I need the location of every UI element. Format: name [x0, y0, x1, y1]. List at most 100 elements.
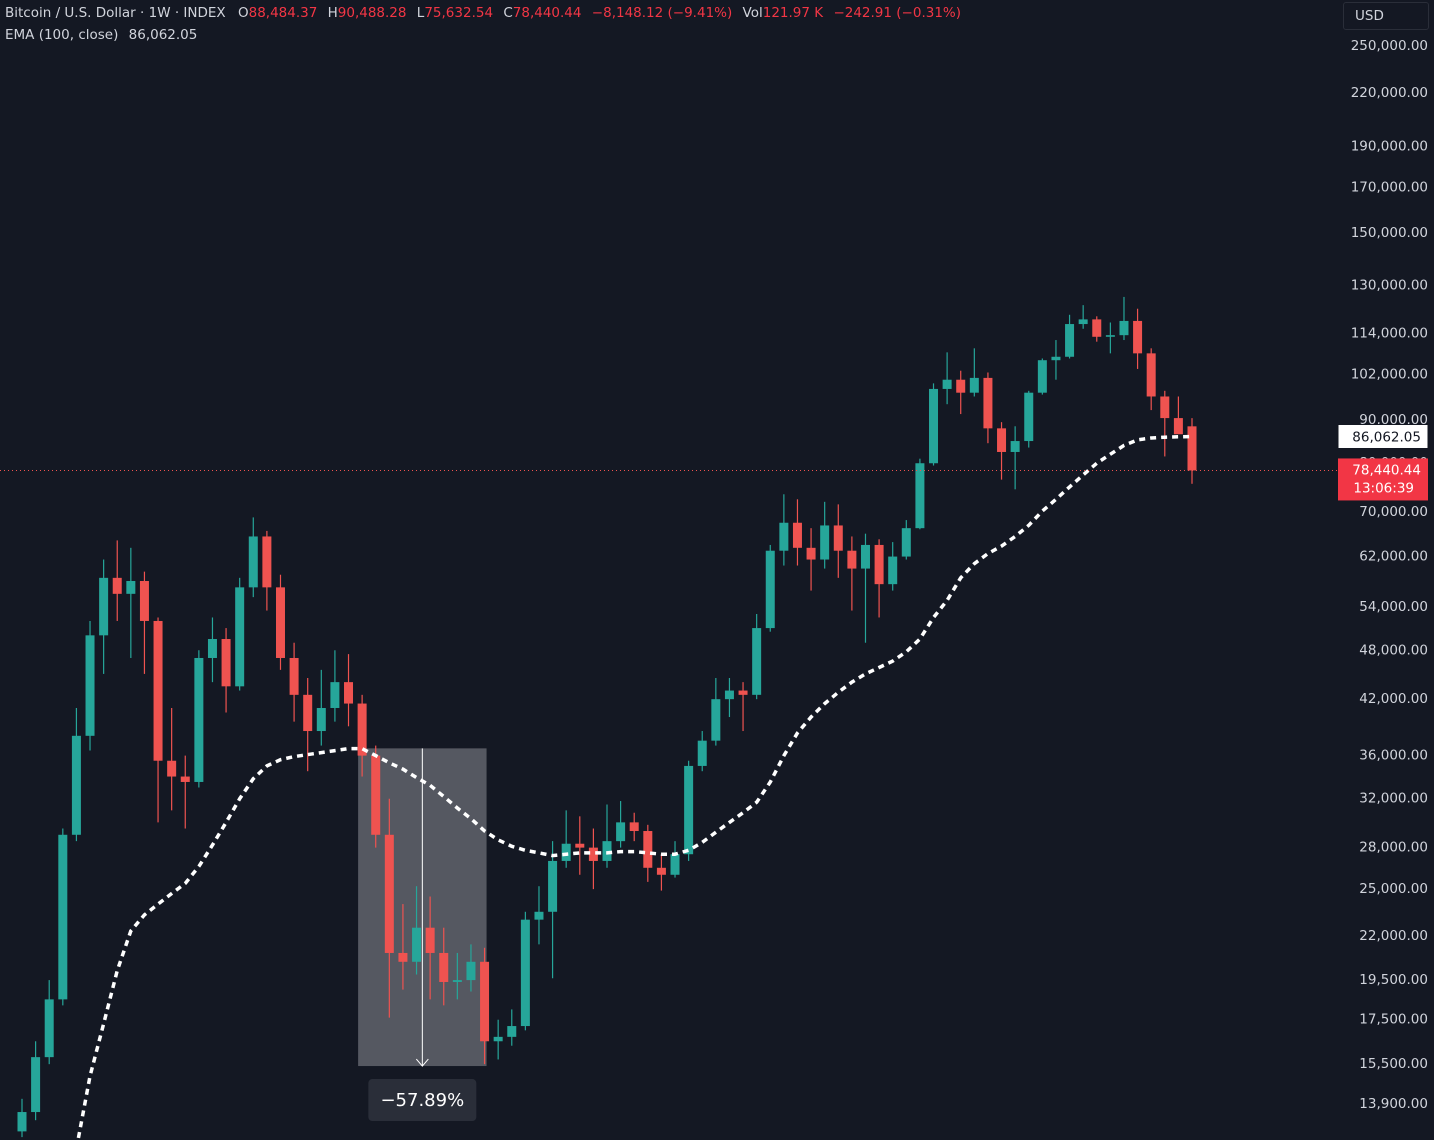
candle-body [371, 755, 381, 835]
candle-body [235, 587, 245, 687]
candle-body [180, 776, 190, 782]
candle-body [997, 428, 1007, 452]
candle-body [44, 999, 54, 1058]
candle-body [1146, 353, 1156, 397]
indicator-line[interactable]: EMA (100, close) 86,062.05 [5, 27, 197, 43]
candle-body [1105, 335, 1115, 337]
candle-body [643, 831, 653, 868]
candle-body [493, 1036, 503, 1042]
y-tick-label: 22,000.00 [1359, 928, 1428, 944]
candle-body [1092, 319, 1102, 337]
candle-body [357, 703, 367, 756]
y-tick-label: 36,000.00 [1359, 748, 1428, 764]
candle-body [221, 639, 231, 687]
ohlc-label: O [237, 5, 249, 21]
candle-body [1024, 392, 1034, 442]
candle-body [17, 1112, 27, 1132]
candle-body [915, 463, 925, 529]
candle-body [112, 577, 122, 594]
candle-body [126, 580, 136, 594]
candle-body [901, 528, 911, 557]
y-tick-label: 48,000.00 [1359, 642, 1428, 658]
y-tick-label: 17,500.00 [1359, 1012, 1428, 1028]
indicator-value: 86,062.05 [128, 27, 198, 43]
candle-body [1078, 319, 1088, 325]
candle-body [316, 707, 326, 732]
candle-body [275, 587, 285, 658]
candle-body [860, 544, 870, 569]
candle-body [588, 847, 598, 861]
candle-body [207, 639, 217, 658]
y-tick-label: 114,000.00 [1351, 326, 1428, 342]
currency-button[interactable]: USD [1343, 2, 1429, 30]
candle-body [248, 536, 258, 588]
y-tick-label: 150,000.00 [1351, 225, 1428, 241]
y-tick-label: 130,000.00 [1351, 277, 1428, 293]
candle-body [806, 547, 816, 560]
candle-body [738, 690, 748, 695]
candle-body [194, 657, 204, 782]
y-tick-label: 25,000.00 [1359, 881, 1428, 897]
candle-body [58, 834, 68, 1000]
candle-body [167, 760, 177, 777]
vol-label: Vol [742, 5, 763, 21]
y-tick-label: 170,000.00 [1351, 179, 1428, 195]
change: −8,148.12 (−9.41%) [591, 5, 733, 21]
ema-price-label: 86,062.05 [1352, 429, 1421, 445]
last-price-box [1338, 458, 1428, 501]
candle-body [384, 834, 394, 953]
y-tick-label: 13,900.00 [1359, 1096, 1428, 1112]
y-tick-label: 102,000.00 [1351, 366, 1428, 382]
candle-body [303, 694, 313, 732]
ohlc-label: H [327, 5, 338, 21]
y-tick-label: 62,000.00 [1359, 549, 1428, 565]
candle-body [1037, 360, 1047, 393]
y-tick-label: 19,500.00 [1359, 972, 1428, 988]
candle-body [969, 377, 979, 393]
candle-body [629, 822, 639, 832]
candle-body [779, 522, 789, 551]
candle-body [1133, 320, 1143, 354]
candle-body [466, 961, 476, 981]
candle-body [847, 550, 857, 569]
symbol: Bitcoin / U.S. Dollar · 1W · INDEX [5, 5, 226, 21]
ema-price-box [1337, 423, 1429, 449]
candle-body [425, 927, 435, 953]
candle-body [888, 556, 898, 585]
candle-body [520, 919, 530, 1027]
indicator-name: EMA (100, close) [5, 27, 119, 43]
candle-body [507, 1026, 517, 1037]
candle-body [670, 854, 680, 875]
candle-body [724, 690, 734, 700]
candle-body [1051, 356, 1061, 361]
legend-line: Bitcoin / U.S. Dollar · 1W · INDEX O88,4… [5, 5, 961, 21]
candle-body [1173, 418, 1183, 435]
candle-body [656, 867, 666, 875]
candle-body [684, 765, 694, 855]
candle-body [480, 961, 490, 1042]
y-tick-label: 28,000.00 [1359, 840, 1428, 856]
candle-body [548, 860, 558, 912]
y-tick-label: 15,500.00 [1359, 1056, 1428, 1072]
y-tick-label: 220,000.00 [1351, 85, 1428, 101]
candle-body [153, 620, 163, 761]
candle-body [956, 379, 966, 393]
candle-body [99, 577, 109, 636]
candle-body [139, 580, 149, 621]
candle-body [820, 525, 830, 560]
candle-body [561, 843, 571, 861]
countdown-label: 13:06:39 [1353, 480, 1414, 496]
candle-body [792, 522, 802, 548]
candle-body [833, 525, 843, 551]
candle-body [942, 379, 952, 389]
ohlc-value: 90,488.28 [337, 5, 407, 21]
candle-body [1010, 441, 1020, 452]
candle-body [85, 635, 95, 736]
candle-body [765, 550, 775, 629]
y-tick-label: 70,000.00 [1359, 504, 1428, 520]
candle-body [412, 927, 422, 962]
plot-area [17, 296, 1197, 1140]
candle-body [752, 628, 762, 695]
measure-label: −57.89% [380, 1090, 464, 1111]
